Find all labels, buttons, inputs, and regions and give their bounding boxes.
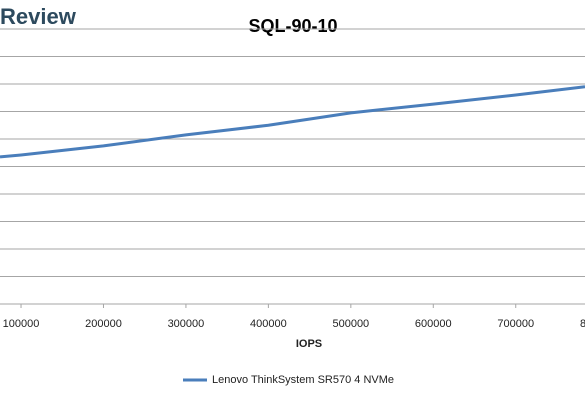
x-tick-label: 100000 bbox=[3, 318, 40, 330]
data-line bbox=[0, 85, 585, 159]
x-tick-label: 700000 bbox=[497, 318, 534, 330]
x-tick-label: 600000 bbox=[415, 318, 452, 330]
brand: Review bbox=[0, 4, 77, 29]
chart-title: SQL-90-10 bbox=[248, 16, 337, 36]
x-tick-label: 200000 bbox=[85, 318, 122, 330]
x-axis-label: IOPS bbox=[296, 338, 322, 350]
x-tick-label: 500000 bbox=[332, 318, 369, 330]
x-tick-label: 8 bbox=[580, 318, 585, 330]
legend-label: Lenovo ThinkSystem SR570 4 NVMe bbox=[212, 374, 394, 386]
x-tick-label: 400000 bbox=[250, 318, 287, 330]
x-tick-label: 300000 bbox=[168, 318, 205, 330]
